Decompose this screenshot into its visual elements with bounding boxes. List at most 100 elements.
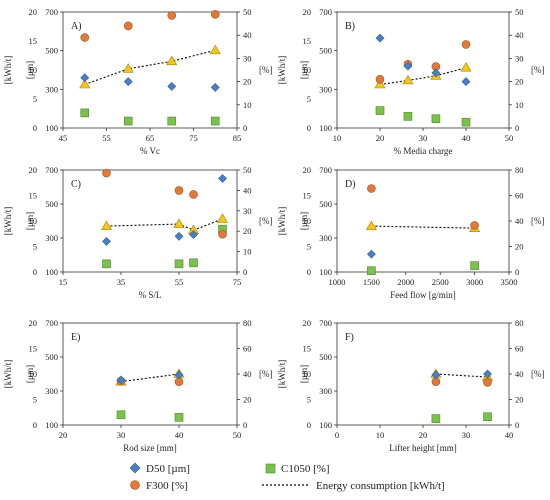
panel-label: A) bbox=[71, 21, 82, 32]
x-tick-label: 30 bbox=[419, 133, 428, 143]
x-tick-label: 40 bbox=[175, 430, 184, 440]
left-outer-tick-label: 20 bbox=[303, 7, 312, 17]
x-tick-label: 75 bbox=[189, 133, 198, 143]
right-tick-label: 40 bbox=[515, 216, 524, 226]
right-axis-label: [%] bbox=[531, 369, 545, 379]
left-inner-tick-label: 300 bbox=[319, 233, 332, 243]
right-tick-label: 30 bbox=[515, 53, 524, 63]
panel-a: A)45 55 65 75 85% Vc05101520100300500700[kWh… bbox=[3, 7, 273, 156]
c1050-point bbox=[470, 261, 479, 270]
right-tick-label: 60 bbox=[243, 344, 252, 354]
left-inner-tick-label: 300 bbox=[319, 386, 332, 396]
x-tick-label: 85 bbox=[233, 133, 242, 143]
left-inner-tick-label: 500 bbox=[45, 352, 58, 362]
left-outer-axis-label: [kWh/t] bbox=[3, 56, 13, 85]
right-tick-label: 10 bbox=[243, 100, 252, 110]
panel-label: B) bbox=[345, 21, 355, 32]
f300-point bbox=[210, 10, 220, 19]
right-tick-label: 50 bbox=[243, 7, 252, 17]
left-inner-tick-label: 700 bbox=[319, 165, 332, 175]
legend-d50-marker bbox=[129, 462, 141, 474]
d50-point bbox=[431, 370, 441, 380]
left-inner-tick-label: 500 bbox=[319, 46, 332, 56]
c1050-point bbox=[210, 116, 220, 126]
right-tick-label: 0 bbox=[515, 123, 519, 133]
left-outer-tick-label: 0 bbox=[307, 420, 311, 430]
x-axis-label: Rod size [mm] bbox=[123, 443, 177, 453]
f300-point bbox=[167, 11, 177, 20]
panel-label: C) bbox=[71, 179, 81, 190]
left-inner-tick-label: 500 bbox=[45, 46, 58, 56]
left-outer-tick-label: 15 bbox=[29, 36, 38, 46]
c1050-point bbox=[431, 114, 441, 124]
left-outer-tick-label: 5 bbox=[307, 242, 311, 252]
f300-point bbox=[80, 33, 90, 42]
left-inner-axis-label: [µm] bbox=[299, 212, 309, 230]
c1050-point bbox=[403, 112, 413, 121]
left-outer-tick-label: 15 bbox=[303, 344, 312, 354]
x-axis-label: % S/L bbox=[139, 290, 162, 300]
left-outer-tick-label: 20 bbox=[303, 318, 312, 328]
f300-point bbox=[174, 186, 184, 195]
f300-point bbox=[189, 190, 198, 199]
energy-point bbox=[173, 218, 185, 228]
d50-point bbox=[431, 68, 441, 78]
left-inner-tick-label: 700 bbox=[319, 7, 332, 17]
x-tick-label: 30 bbox=[462, 430, 471, 440]
f300-point bbox=[367, 184, 376, 193]
c1050-point bbox=[80, 108, 90, 118]
f300-point bbox=[218, 229, 227, 239]
plot-frame bbox=[62, 11, 238, 129]
x-tick-label: 75 bbox=[233, 277, 242, 287]
d50-point bbox=[210, 82, 220, 92]
x-tick-label: 50 bbox=[233, 430, 242, 440]
x-tick-label: 15 bbox=[59, 277, 68, 287]
left-inner-axis-label: [µm] bbox=[299, 61, 309, 79]
x-tick-label: 1500 bbox=[363, 277, 380, 287]
x-tick-label: 55 bbox=[175, 277, 184, 287]
left-outer-tick-label: 15 bbox=[29, 344, 38, 354]
right-tick-label: 40 bbox=[243, 30, 252, 40]
panel-label: E) bbox=[71, 332, 80, 343]
energy-line bbox=[106, 218, 223, 231]
right-tick-label: 0 bbox=[243, 420, 247, 430]
right-axis-label: [%] bbox=[531, 216, 545, 226]
left-inner-axis-label: [µm] bbox=[25, 212, 35, 230]
d50-point bbox=[366, 249, 376, 259]
left-outer-tick-label: 10 bbox=[303, 65, 312, 75]
d50-point bbox=[80, 73, 90, 83]
plot-frame bbox=[336, 169, 510, 273]
legend-f300-marker bbox=[130, 480, 140, 490]
d50-point bbox=[218, 174, 227, 183]
left-inner-tick-label: 300 bbox=[45, 386, 58, 396]
right-tick-label: 60 bbox=[515, 191, 524, 201]
f300-point bbox=[375, 74, 385, 84]
x-axis-label: % Vc bbox=[140, 146, 160, 156]
x-tick-label: 2500 bbox=[432, 277, 449, 287]
right-tick-label: 40 bbox=[515, 30, 524, 40]
energy-point bbox=[216, 213, 229, 223]
right-tick-label: 20 bbox=[243, 226, 252, 236]
left-inner-tick-label: 300 bbox=[319, 84, 332, 94]
left-inner-axis-label: [µm] bbox=[299, 365, 309, 383]
right-tick-label: 0 bbox=[515, 267, 519, 277]
left-outer-tick-label: 5 bbox=[307, 395, 311, 405]
x-tick-label: 2000 bbox=[397, 277, 414, 287]
panel-f: F) 0 10 20 30 40 Lifter height [mm] 0 5 10 15 20 100… bbox=[277, 318, 545, 453]
left-outer-tick-label: 20 bbox=[29, 318, 38, 328]
right-tick-label: 20 bbox=[243, 395, 252, 405]
right-axis-label: [%] bbox=[259, 65, 273, 75]
right-tick-label: 0 bbox=[515, 420, 519, 430]
x-tick-label: 0 bbox=[335, 430, 339, 440]
left-outer-axis-label: [kWh/t] bbox=[3, 207, 13, 236]
f300-point bbox=[470, 221, 479, 230]
energy-line bbox=[84, 49, 216, 86]
x-tick-label: 30 bbox=[117, 430, 126, 440]
c1050-point bbox=[375, 106, 385, 115]
c1050-point bbox=[431, 414, 441, 423]
left-inner-tick-label: 100 bbox=[45, 267, 58, 277]
left-outer-tick-label: 10 bbox=[29, 369, 38, 379]
right-tick-label: 80 bbox=[515, 318, 524, 328]
x-axis-label: Feed flow [g/min] bbox=[390, 290, 456, 300]
